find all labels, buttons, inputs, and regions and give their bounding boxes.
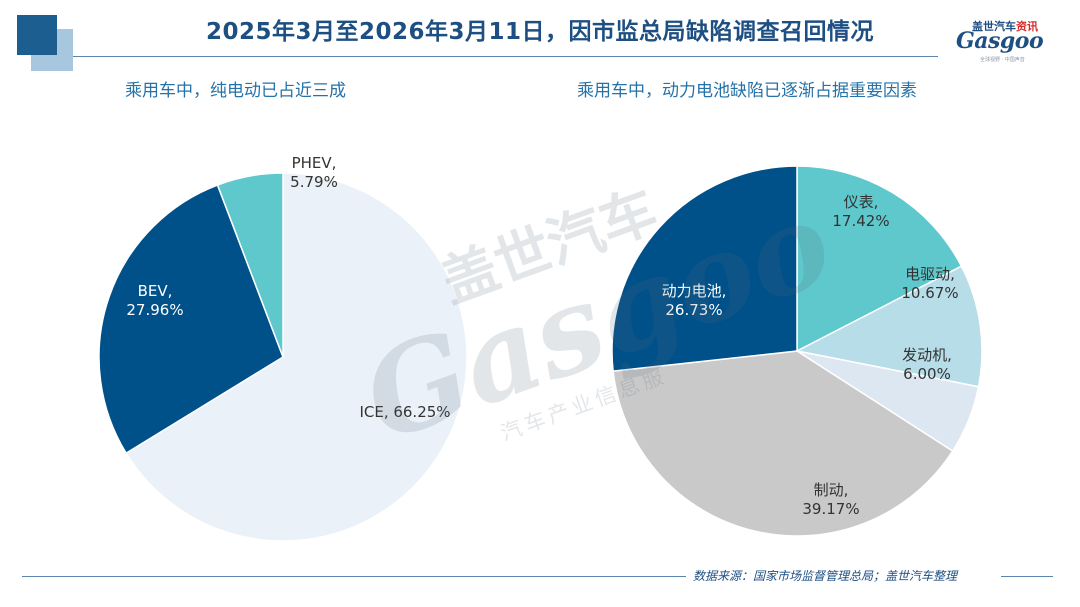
title-divider [73,56,938,57]
slice-label-制动: 制动, [814,481,849,499]
logo-tagline: 全球视野 · 中国声音 [980,57,1025,63]
page-title: 2025年3月至2026年3月11日，因市监总局缺陷调查召回情况 [205,19,875,45]
logo-english: Gasgoo [956,28,1044,54]
source-divider-right [1001,576,1053,577]
corner-decoration-dark [17,15,57,55]
right-chart-subtitle: 乘用车中，动力电池缺陷已逐渐占据重要因素 [577,81,917,101]
left-pie-chart: ICE, 66.25% BEV,27.96% PHEV,5.79% [98,154,468,542]
slice-label-发动机: 发动机, [902,346,952,364]
slice-label-动力电池: 动力电池, [662,282,727,300]
slice-label-仪表: 仪表, [844,193,879,211]
slice-value-bev: 27.96% [126,301,183,319]
slice-value-phev: 5.79% [290,173,338,191]
slice-label-ice: ICE, 66.25% [359,403,450,421]
source-note: 数据来源：国家市场监督管理总局；盖世汽车整理 [693,569,958,583]
right-pie-chart: 仪表,17.42% 电驱动,10.67% 发动机,6.00% 制动,39.17% 动力电… [611,165,983,537]
pie-slice-仪表 [796,165,963,353]
pie-slice-制动 [612,350,954,537]
left-chart-subtitle: 乘用车中，纯电动已占近三成 [125,81,346,101]
source-divider-left [22,576,686,577]
gasgoo-logo: 盖世汽车资讯 Gasgoo 全球视野 · 中国声音 [956,18,1066,64]
slice-value-电驱动: 10.67% [901,284,958,302]
logo-chinese-main: 盖世汽车 [972,20,1016,33]
pie-slice-ice [125,172,468,542]
logo-chinese-red: 资讯 [1016,20,1038,33]
pie-slice-phev [216,172,284,358]
slice-value-发动机: 6.00% [903,365,951,383]
slice-value-制动: 39.17% [802,500,859,518]
logo-chinese: 盖世汽车资讯 [972,18,1038,34]
pie-slice-bev [98,184,284,455]
slice-label-bev: BEV, [138,282,173,300]
slice-label-电驱动: 电驱动, [905,265,955,283]
pie-slice-电驱动 [794,265,983,388]
slice-value-仪表: 17.42% [832,212,889,230]
pie-slice-动力电池 [611,165,798,372]
slice-value-动力电池: 26.73% [665,301,722,319]
slice-label-phev: PHEV, [292,154,337,172]
